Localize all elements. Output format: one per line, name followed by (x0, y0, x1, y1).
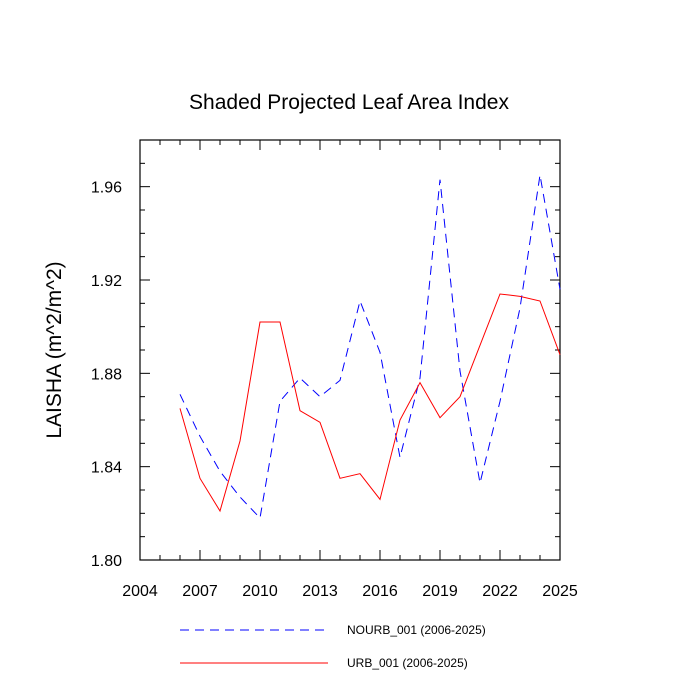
legend-label: NOURB_001 (2006-2025) (347, 623, 486, 637)
y-tick-label: 1.96 (91, 180, 122, 197)
y-tick-label: 1.84 (91, 460, 122, 477)
y-tick-label: 1.88 (91, 366, 122, 383)
x-tick-label: 2013 (302, 583, 338, 600)
series-layer (179, 174, 561, 520)
y-tick-label: 1.80 (91, 553, 122, 570)
x-tick-label: 2007 (182, 583, 218, 600)
x-tick-label: 2016 (362, 583, 398, 600)
chart-title: Shaded Projected Leaf Area Index (189, 91, 509, 114)
y-axis: 1.80 1.84 1.88 1.92 1.96 (91, 139, 560, 570)
plot-border (139, 139, 561, 561)
y-tick-label: 1.92 (91, 273, 122, 290)
x-tick-label: 2022 (482, 583, 518, 600)
legend-label: URB_001 (2006-2025) (347, 656, 468, 670)
y-axis-label: LAISHA (m^2/m^2) (43, 261, 66, 438)
x-tick-label: 2004 (122, 583, 158, 600)
x-axis: 2004 2007 2010 2013 2016 2019 2022 2025 (122, 140, 578, 600)
series-line (179, 174, 561, 520)
legend: NOURB_001 (2006-2025) URB_001 (2006-2025) (180, 623, 486, 670)
x-tick-label: 2010 (242, 583, 278, 600)
series-line (179, 293, 561, 513)
x-tick-label: 2019 (422, 583, 458, 600)
x-tick-label: 2025 (542, 583, 578, 600)
plot-frame (139, 139, 561, 561)
